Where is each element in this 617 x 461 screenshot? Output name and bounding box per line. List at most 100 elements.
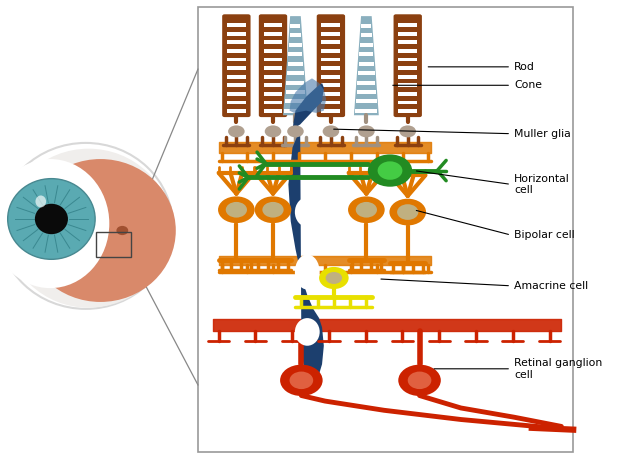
Bar xyxy=(227,49,246,53)
Polygon shape xyxy=(289,78,326,113)
Bar xyxy=(399,75,417,79)
Bar xyxy=(263,32,283,35)
Bar xyxy=(286,81,304,84)
Ellipse shape xyxy=(0,143,173,309)
Bar xyxy=(291,24,300,28)
Ellipse shape xyxy=(35,195,46,207)
Ellipse shape xyxy=(408,372,431,389)
Ellipse shape xyxy=(326,272,342,284)
Bar xyxy=(358,71,375,75)
Bar xyxy=(399,32,417,35)
Bar xyxy=(399,40,417,44)
Bar xyxy=(399,83,417,87)
Bar xyxy=(399,58,417,61)
Bar xyxy=(321,58,341,61)
Bar xyxy=(263,58,283,61)
Bar xyxy=(321,32,341,35)
Bar xyxy=(285,100,306,103)
Bar xyxy=(263,40,283,44)
Bar xyxy=(227,58,246,61)
Ellipse shape xyxy=(7,178,95,259)
Ellipse shape xyxy=(378,161,402,180)
Bar xyxy=(263,49,283,53)
Bar xyxy=(399,23,417,27)
FancyBboxPatch shape xyxy=(198,7,573,452)
Text: Cone: Cone xyxy=(514,80,542,90)
Bar xyxy=(356,100,377,103)
Ellipse shape xyxy=(35,204,68,234)
Bar xyxy=(290,33,301,37)
Ellipse shape xyxy=(295,254,320,290)
Bar xyxy=(321,109,341,113)
Ellipse shape xyxy=(399,365,441,396)
Polygon shape xyxy=(283,16,308,115)
Bar xyxy=(263,23,283,27)
Bar xyxy=(227,75,246,79)
Ellipse shape xyxy=(348,196,384,223)
Bar xyxy=(227,66,246,70)
Bar xyxy=(227,100,246,105)
Bar xyxy=(357,90,376,94)
Bar xyxy=(227,109,246,113)
Bar xyxy=(263,75,283,79)
Text: Rod: Rod xyxy=(514,62,535,72)
Ellipse shape xyxy=(368,154,412,187)
Ellipse shape xyxy=(218,196,255,223)
Bar xyxy=(321,40,341,44)
Ellipse shape xyxy=(295,197,320,227)
Ellipse shape xyxy=(25,159,176,302)
Ellipse shape xyxy=(287,125,304,137)
Text: Amacrine cell: Amacrine cell xyxy=(514,281,588,291)
Ellipse shape xyxy=(228,125,244,137)
Ellipse shape xyxy=(323,125,339,137)
Bar xyxy=(288,62,303,66)
Bar xyxy=(321,49,341,53)
Ellipse shape xyxy=(262,202,284,218)
Bar xyxy=(286,90,305,94)
Bar xyxy=(321,66,341,70)
Bar xyxy=(321,23,341,27)
Bar xyxy=(227,92,246,96)
Polygon shape xyxy=(288,129,324,387)
FancyBboxPatch shape xyxy=(394,14,422,117)
Bar xyxy=(263,92,283,96)
Ellipse shape xyxy=(6,148,172,308)
Ellipse shape xyxy=(255,196,291,223)
Bar xyxy=(399,109,417,113)
Ellipse shape xyxy=(265,125,281,137)
Bar xyxy=(358,62,374,66)
Bar xyxy=(263,109,283,113)
Bar xyxy=(399,92,417,96)
Bar xyxy=(359,52,373,56)
Bar xyxy=(399,49,417,53)
FancyBboxPatch shape xyxy=(259,14,287,117)
Ellipse shape xyxy=(399,125,416,137)
Bar xyxy=(289,52,302,56)
Bar xyxy=(399,100,417,105)
Bar xyxy=(357,81,375,84)
Bar xyxy=(227,83,246,87)
Bar xyxy=(321,75,341,79)
Bar xyxy=(360,43,373,47)
Bar xyxy=(321,100,341,105)
Bar xyxy=(289,43,302,47)
Bar xyxy=(287,71,304,75)
Text: Horizontal
cell: Horizontal cell xyxy=(514,174,570,195)
Bar xyxy=(399,66,417,70)
Ellipse shape xyxy=(226,202,247,218)
Ellipse shape xyxy=(397,204,418,220)
FancyBboxPatch shape xyxy=(317,14,345,117)
Bar xyxy=(321,92,341,96)
Bar xyxy=(227,40,246,44)
Bar xyxy=(284,109,307,113)
Bar xyxy=(227,23,246,27)
Bar xyxy=(355,109,378,113)
Bar xyxy=(361,33,372,37)
Bar xyxy=(263,66,283,70)
Bar xyxy=(321,83,341,87)
Ellipse shape xyxy=(356,202,377,218)
Bar xyxy=(227,32,246,35)
Ellipse shape xyxy=(289,372,313,389)
Polygon shape xyxy=(292,83,324,129)
Ellipse shape xyxy=(0,159,109,288)
